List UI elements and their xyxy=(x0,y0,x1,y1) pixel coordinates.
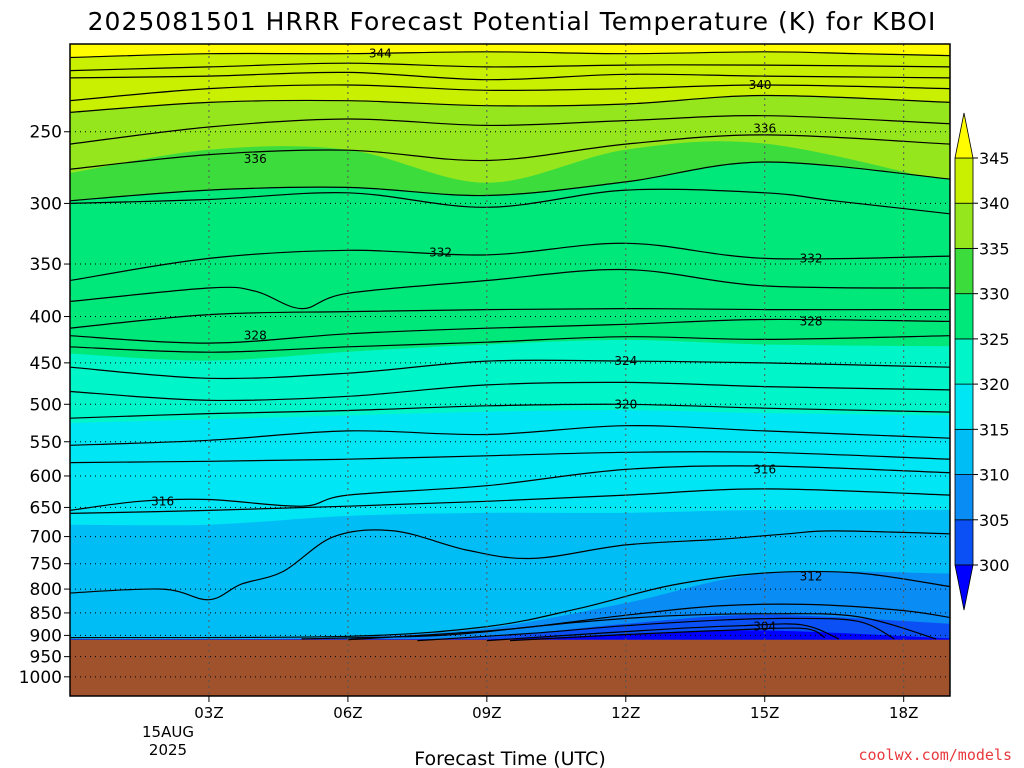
contour-338 xyxy=(70,115,950,145)
contour-304 xyxy=(509,627,826,642)
contour-label-328: 328 xyxy=(800,314,823,328)
contour-label-336: 336 xyxy=(244,152,267,166)
xtick-label-18Z: 18Z xyxy=(889,704,918,722)
contour-label-340: 340 xyxy=(749,78,772,92)
contour-316 xyxy=(70,465,950,511)
ytick-label-500: 500 xyxy=(30,395,62,415)
xtick-label-06Z: 06Z xyxy=(333,704,362,722)
ytick-label-550: 550 xyxy=(30,433,62,453)
ytick-label-350: 350 xyxy=(30,255,62,275)
contour-label-316: 316 xyxy=(151,494,174,508)
contour-322 xyxy=(70,381,950,402)
colorbar-segment-310-315 xyxy=(954,428,974,475)
ytick-label-750: 750 xyxy=(30,555,62,575)
ytick-label-300: 300 xyxy=(30,194,62,214)
ytick-label-450: 450 xyxy=(30,354,62,374)
contour-307 xyxy=(347,613,937,641)
xtick-label-09Z: 09Z xyxy=(472,704,501,722)
contour-336 xyxy=(70,134,950,170)
colorbar-segment-330-335 xyxy=(954,248,974,295)
colorbar-label-345: 345 xyxy=(979,149,1010,168)
contour-label-344: 344 xyxy=(369,47,392,61)
contour-label-312: 312 xyxy=(800,570,823,584)
colorbar-extend-top xyxy=(954,112,974,159)
colorbar-label-340: 340 xyxy=(979,194,1010,213)
date-label-year: 2025 xyxy=(149,741,187,759)
colorbar-segment-320-325 xyxy=(954,338,974,385)
ytick-label-650: 650 xyxy=(30,498,62,518)
contour-312 xyxy=(70,529,950,601)
axes: 2503003504004505005506006507007508008509… xyxy=(19,43,951,722)
ytick-label-950: 950 xyxy=(30,648,62,668)
contour-310 xyxy=(70,570,950,639)
contour-317 xyxy=(70,451,950,464)
colorbar-label-305: 305 xyxy=(979,511,1010,530)
colorbar-label-310: 310 xyxy=(979,466,1010,485)
ytick-label-400: 400 xyxy=(30,308,62,328)
contour-label-328: 328 xyxy=(244,329,267,343)
contour-340 xyxy=(70,84,950,102)
ytick-label-600: 600 xyxy=(30,467,62,487)
contour-344 xyxy=(70,51,950,59)
contour-label-332: 332 xyxy=(429,246,452,260)
colorbar-label-335: 335 xyxy=(979,239,1010,258)
colorbar-label-315: 315 xyxy=(979,420,1010,439)
contour-306 xyxy=(417,617,895,642)
ytick-label-250: 250 xyxy=(30,123,62,143)
colorbar-label-300: 300 xyxy=(979,556,1010,575)
ytick-label-850: 850 xyxy=(30,604,62,624)
xtick-label-03Z: 03Z xyxy=(194,704,223,722)
contour-333 xyxy=(70,188,950,215)
colorbar-label-325: 325 xyxy=(979,330,1010,349)
contour-label-316: 316 xyxy=(753,462,776,476)
colorbar-segment-305-310 xyxy=(954,474,974,521)
colorbar-extend-bottom xyxy=(954,564,974,611)
contour-305 xyxy=(486,623,840,642)
contour-label-324: 324 xyxy=(614,354,637,368)
ytick-label-1000: 1000 xyxy=(19,668,62,688)
chart-title: 2025081501 HRRR Forecast Potential Tempe… xyxy=(88,7,937,36)
contour-342 xyxy=(70,62,950,72)
ytick-label-800: 800 xyxy=(30,580,62,600)
contour-341 xyxy=(70,71,950,81)
xtick-label-15Z: 15Z xyxy=(750,704,779,722)
contour-label-332: 332 xyxy=(800,251,823,265)
colorbar: 300 305 310 315 320 325 330 335 340 345 xyxy=(954,112,1010,611)
contour-326 xyxy=(70,335,950,353)
plot-frame xyxy=(69,43,951,697)
contour-324 xyxy=(70,359,950,380)
date-label-day: 15AUG xyxy=(142,723,194,741)
ytick-label-700: 700 xyxy=(30,528,62,548)
colorbar-segment-340-345 xyxy=(954,157,974,204)
color-band-6 xyxy=(70,409,950,527)
ground-area xyxy=(70,639,950,696)
xtick-label-12Z: 12Z xyxy=(611,704,640,722)
credit-link[interactable]: coolwx.com/models xyxy=(858,746,1012,764)
colorbar-segment-315-320 xyxy=(954,383,974,430)
colorbar-segment-325-330 xyxy=(954,293,974,340)
x-axis-label: Forecast Time (UTC) xyxy=(414,748,605,768)
colorbar-segment-300-305 xyxy=(954,519,974,566)
colorbar-label-320: 320 xyxy=(979,375,1010,394)
colorbar-label-330: 330 xyxy=(979,285,1010,304)
colorbar-segment-335-340 xyxy=(954,202,974,249)
ytick-label-900: 900 xyxy=(30,626,62,646)
contour-328 xyxy=(70,318,950,344)
